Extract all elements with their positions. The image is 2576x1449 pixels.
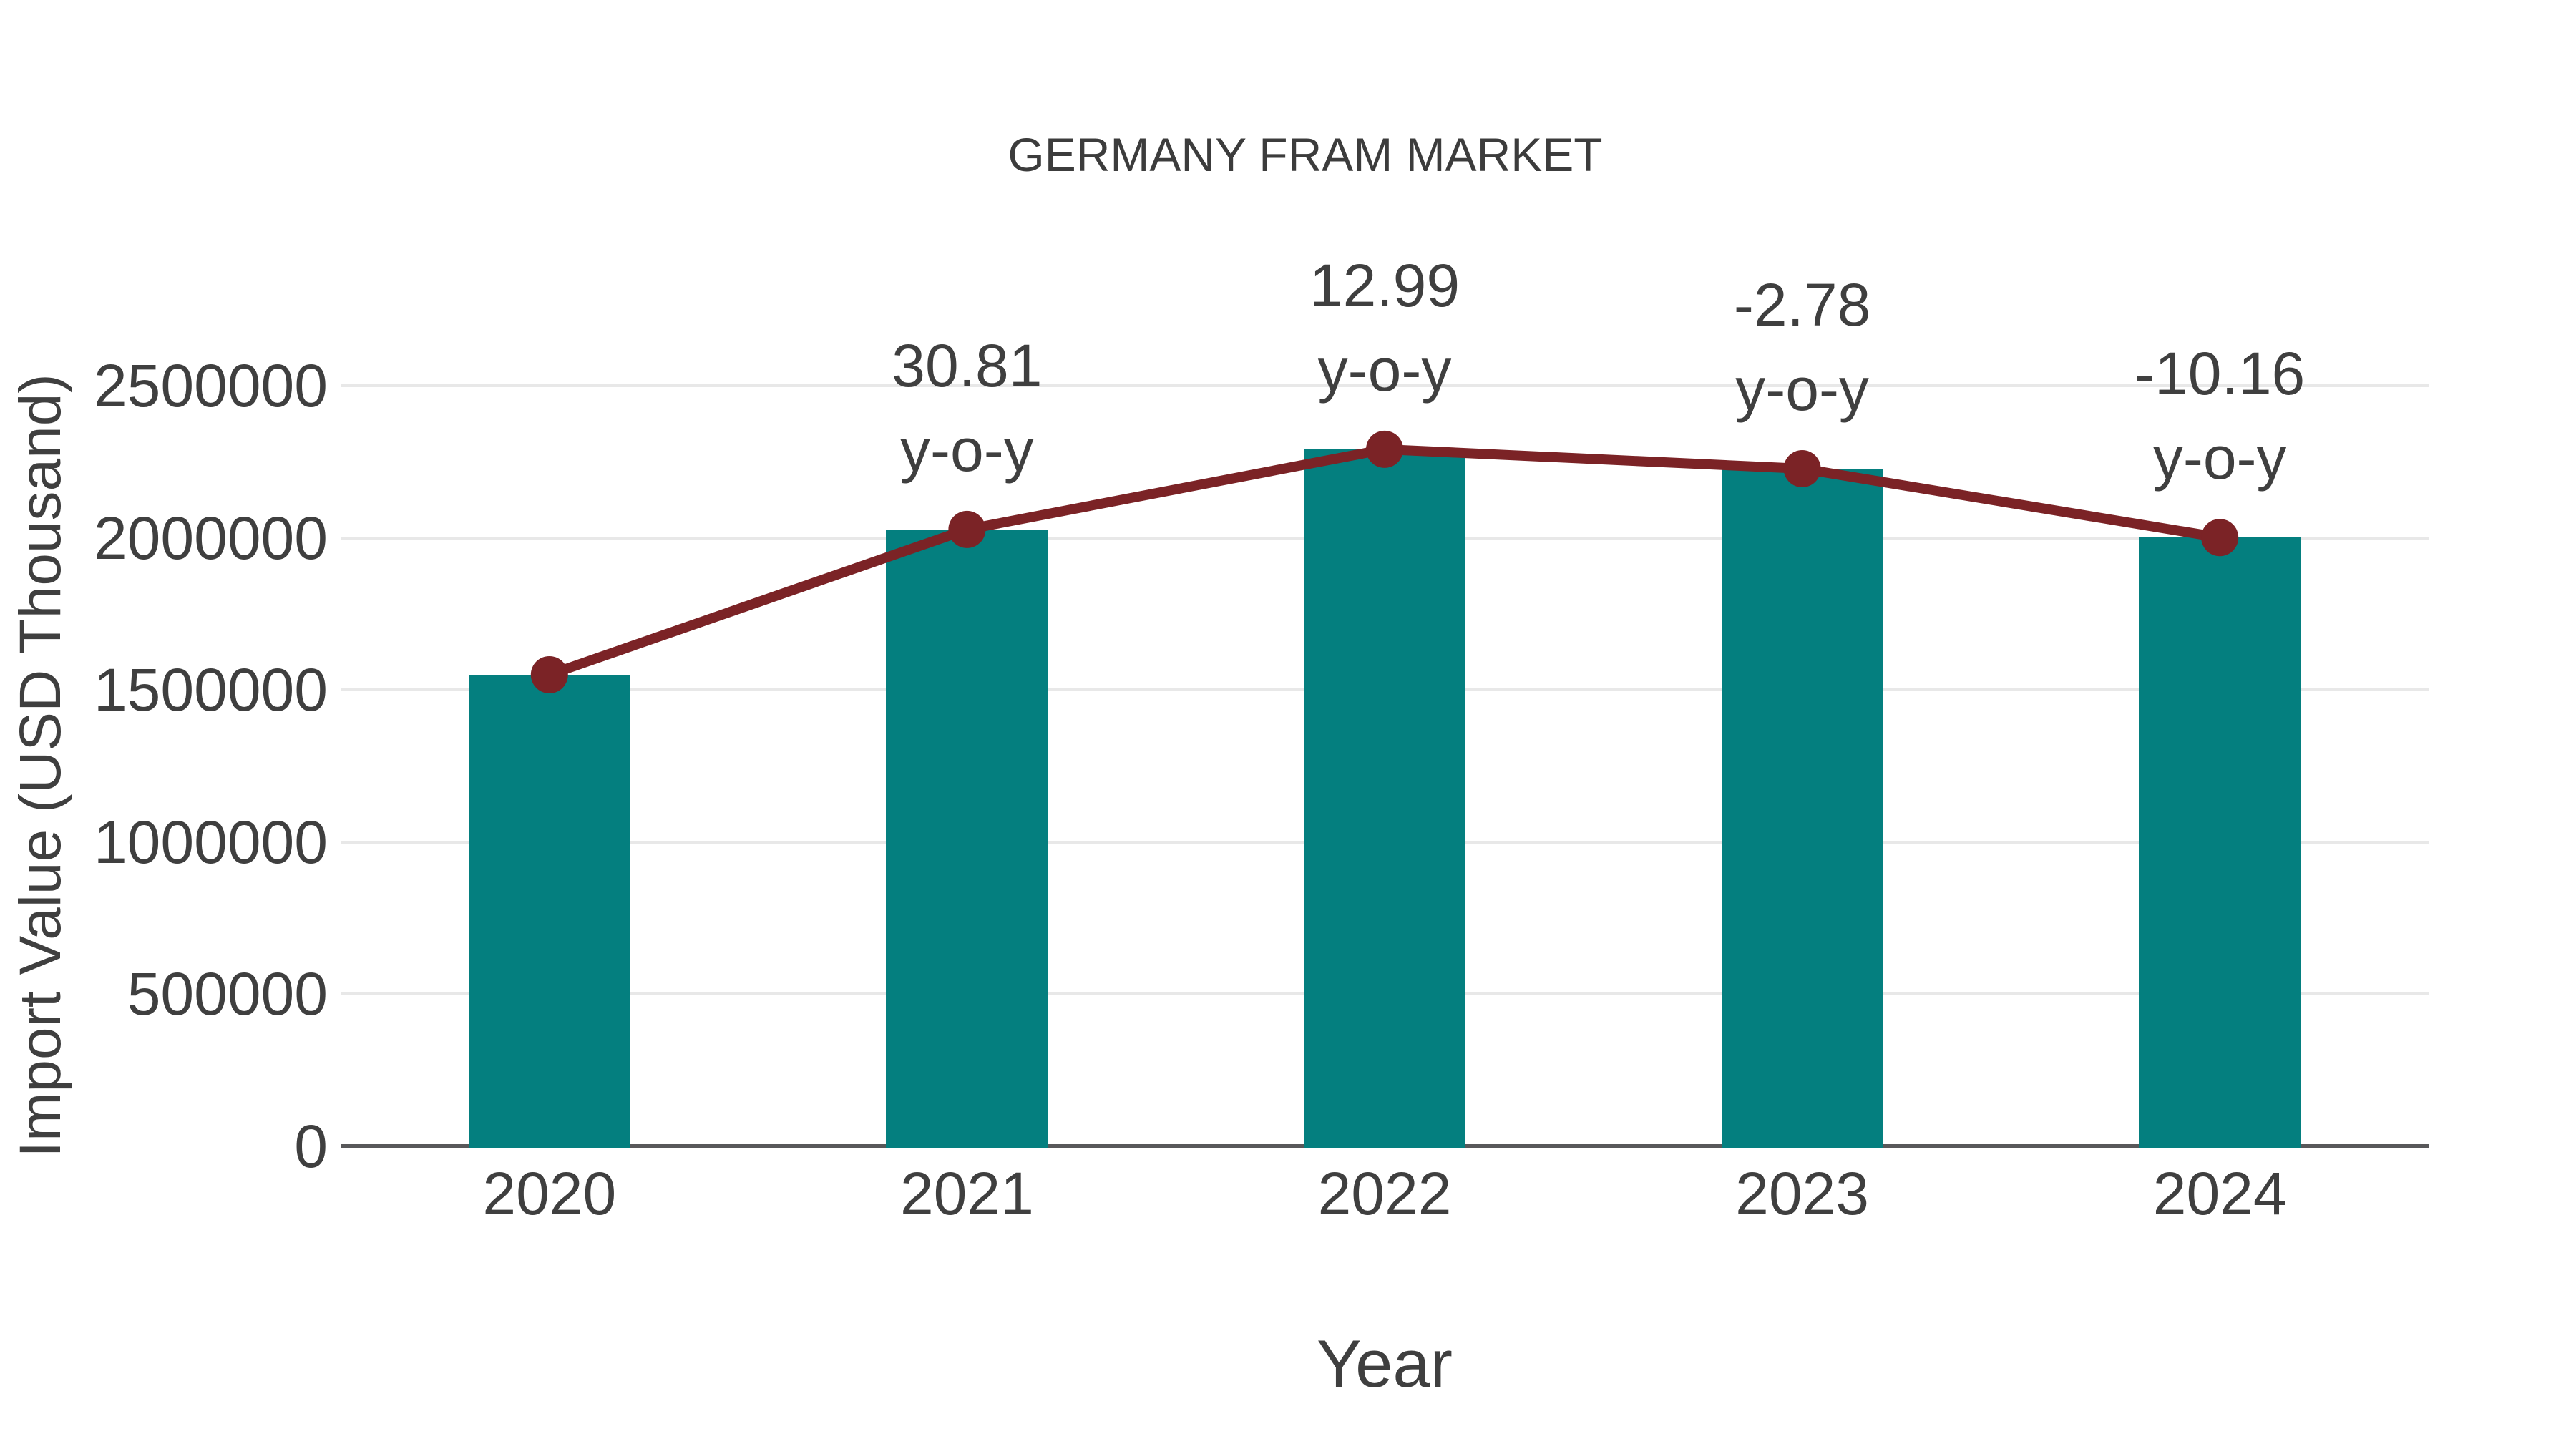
bar-2024 — [2139, 537, 2301, 1148]
y-tick-label: 2500000 — [93, 352, 328, 419]
y-tick-label: 0 — [294, 1113, 328, 1180]
y-tick-label: 1000000 — [93, 808, 328, 876]
y-tick-label: 500000 — [127, 960, 328, 1028]
y-tick-label: 2000000 — [93, 504, 328, 572]
bar-2021 — [886, 529, 1048, 1148]
x-tick-label-2022: 2022 — [1317, 1160, 1452, 1227]
yoy-value: -10.16 — [2135, 340, 2306, 408]
y-tick-label: 1500000 — [93, 656, 328, 724]
y-axis-title: Import Value (USD Thousand) — [8, 374, 73, 1158]
yoy-annotation-2023: -2.78 y-o-y — [1734, 263, 1870, 431]
bar-2020 — [468, 674, 630, 1148]
x-tick-label-2023: 2023 — [1735, 1160, 1870, 1227]
bar-2022 — [1304, 449, 1465, 1148]
chart-title: GERMANY FRAM MARKET — [1008, 128, 1603, 181]
yoy-annotation-2022: 12.99 y-o-y — [1309, 243, 1460, 412]
x-axis-title: Year — [1317, 1326, 1453, 1401]
yoy-annotation-2024: -10.16 y-o-y — [2135, 331, 2305, 500]
yoy-suffix: y-o-y — [2152, 424, 2287, 492]
yoy-suffix: y-o-y — [900, 416, 1034, 484]
yoy-suffix: y-o-y — [1317, 336, 1452, 404]
yoy-value: 30.81 — [892, 331, 1043, 399]
yoy-annotation-2021: 30.81 y-o-y — [892, 323, 1042, 492]
x-tick-label-2020: 2020 — [482, 1160, 617, 1227]
gridline — [341, 384, 2429, 387]
x-tick-label-2021: 2021 — [899, 1160, 1034, 1227]
bar-2023 — [1721, 468, 1883, 1148]
yoy-value: -2.78 — [1733, 270, 1871, 338]
yoy-suffix: y-o-y — [1735, 355, 1869, 423]
x-tick-label-2024: 2024 — [2152, 1160, 2287, 1227]
yoy-value: 12.99 — [1309, 251, 1460, 319]
